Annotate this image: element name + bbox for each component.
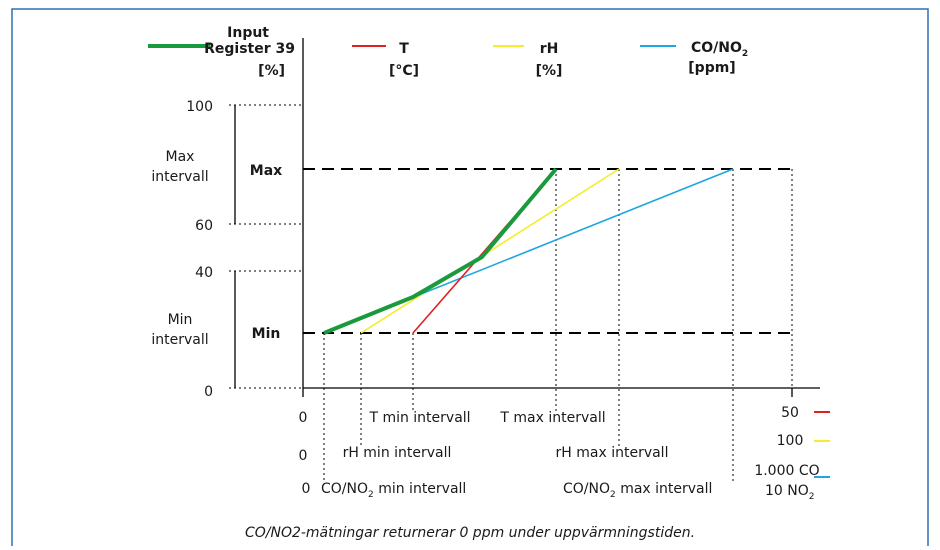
min-interval-line1: Min [168,312,193,328]
x-row3-zero: 0 [302,481,311,497]
co-min-interval-label: CO/NO2 min intervall [321,481,466,500]
y-tick-40: 40 [195,265,213,281]
series-rh-line [360,168,620,334]
x-row1-zero: 0 [299,410,308,426]
frame-border [11,8,929,546]
t-max-interval-label: T max intervall [499,410,605,426]
legend-co-value2: 10 NO2 [765,483,815,502]
header-t-label: T [399,41,409,57]
header-input-line3: [%] [258,63,285,79]
rh-min-interval-label: rH min intervall [343,445,452,461]
legend-t-value: 50 [781,405,799,421]
legend-co-value1: 1.000 CO [754,463,819,479]
series-register39-line [323,167,558,335]
x-row2-zero: 0 [299,448,308,464]
legend-rh-value: 100 [777,433,804,449]
header-co-unit: [ppm] [688,60,735,76]
header-input-line2: Register 39 [204,41,295,57]
y-tick-0: 0 [204,384,213,400]
min-label: Min [252,326,281,342]
header-input-line1: Input [227,25,269,41]
caption: CO/NO2-mätningar returnerar 0 ppm under … [245,525,695,541]
rh-max-interval-label: rH max intervall [556,445,669,461]
max-label: Max [250,163,282,179]
header-t-unit: [°C] [389,63,419,79]
max-interval-line2: intervall [151,169,208,185]
header-rh-unit: [%] [536,63,563,79]
min-interval-line2: intervall [151,332,208,348]
y-tick-100: 100 [186,99,213,115]
t-min-interval-label: T min intervall [368,410,470,426]
header-rh-label: rH [540,41,559,57]
max-interval-line1: Max [166,149,195,165]
header-co-label: CO/NO2 [691,40,748,59]
co-max-interval-label: CO/NO2 max intervall [563,481,712,500]
y-tick-60: 60 [195,218,213,234]
